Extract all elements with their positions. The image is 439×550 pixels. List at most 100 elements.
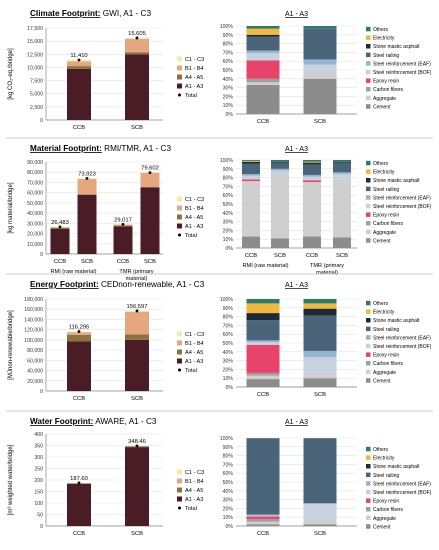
pct-segment-steelreinforcementeaf	[242, 174, 260, 176]
pct-segment-aggregate	[303, 182, 321, 237]
pct-segment-carbonfibers	[246, 78, 280, 83]
legend-swatch	[366, 238, 371, 243]
pct-segment-cement	[333, 237, 351, 248]
y-tick-label: 180,000	[24, 297, 43, 303]
legend-swatch	[177, 214, 182, 220]
legend-label: Carbon fibers	[373, 361, 404, 367]
pct-segment-steelreinforcementeaf	[246, 514, 280, 516]
pct-tick-label: 60%	[223, 471, 234, 477]
category-label: SCB	[274, 253, 286, 259]
pct-segment-cement	[303, 78, 337, 114]
pct-segment-steelrailing	[246, 438, 280, 515]
pct-segment-steelrailing	[333, 162, 351, 173]
right-chart-title: A1 - A3	[285, 11, 308, 18]
legend-label: Steel railing	[373, 327, 399, 333]
total-label: 15,605	[128, 31, 146, 37]
panel-3: Energy Footprint: CEDnon-renewable, A1 -…	[6, 273, 433, 402]
bar-segment-a4-a5	[125, 52, 149, 55]
legend-swatch	[366, 309, 371, 314]
y-tick-label: 30,000	[27, 221, 43, 227]
pct-tick-label: 30%	[223, 86, 234, 92]
legend-swatch	[177, 74, 182, 80]
y-tick-label: 70,000	[27, 180, 43, 186]
pct-tick-label: 50%	[223, 68, 234, 74]
legend-label: Aggregate	[373, 370, 396, 376]
legend-swatch	[366, 472, 371, 478]
pct-segment-steelreinforcementeaf	[303, 59, 337, 65]
legend-label: B1 - B4	[185, 479, 204, 485]
pct-tick-label: 100%	[220, 24, 234, 30]
y-tick-label: 40,000	[27, 369, 43, 375]
bar-segment-a4-a5	[77, 194, 97, 195]
y-tick-label: 10,000	[27, 65, 43, 71]
pct-segment-carbonfibers	[246, 372, 280, 376]
y-tick-label: 20,000	[27, 232, 43, 238]
bar-segment-a1-a3	[67, 341, 91, 391]
total-label: 26,483	[51, 220, 69, 226]
y-tick-label: 200	[34, 478, 43, 484]
pct-segment-steelreinforcementbof	[246, 515, 280, 517]
y-tick-label: 0	[40, 118, 43, 124]
panel-title: Water Footprint: AWARE, A1 - C3	[30, 417, 157, 426]
y-tick-label: 250	[34, 467, 43, 473]
legend-swatch	[366, 203, 371, 209]
pct-tick-label: 80%	[223, 315, 234, 321]
y-tick-label: 20,000	[27, 379, 43, 385]
pct-tick-label: 40%	[223, 489, 234, 495]
bar-segment-a1-a3	[113, 226, 133, 254]
pct-segment-steelreinforcementbof	[333, 174, 351, 180]
legend-swatch	[177, 331, 182, 337]
y-tick-label: 160,000	[24, 307, 43, 313]
pct-segment-aggregate	[246, 82, 280, 85]
legend-swatch	[366, 35, 371, 40]
legend-swatch	[366, 489, 371, 495]
bar-segment-a1-a3	[125, 54, 149, 120]
pct-segment-steelreinforcementbof	[303, 176, 321, 181]
pct-segment-steelrailing	[242, 163, 260, 175]
legend-label: Epoxy resin	[373, 499, 399, 505]
legend-swatch	[366, 369, 371, 375]
pct-segment-steelreinforcementeaf	[271, 168, 289, 171]
pct-tick-label: 60%	[223, 193, 234, 199]
bar-segment-a1-a3	[125, 339, 149, 391]
pct-tick-label: 70%	[223, 184, 234, 190]
y-tick-label: 100,000	[24, 338, 43, 344]
y-tick-label: 50	[37, 513, 43, 519]
pct-segment-aggregate	[242, 181, 260, 237]
group-label: TMR (primary material)	[119, 269, 153, 282]
category-label: SCB	[144, 259, 156, 265]
pct-tick-label: 10%	[223, 515, 234, 521]
pct-segment-cement	[303, 378, 337, 387]
total-label: 73,923	[78, 171, 96, 177]
pct-segment-cement	[303, 236, 321, 248]
legend-swatch	[366, 169, 371, 174]
panel-1: Climate Footprint: GWI, A1 - C3 0 2,500 5,0…	[8, 9, 432, 131]
legend-label: Epoxy resin	[373, 79, 399, 85]
pct-tick-label: 10%	[223, 237, 234, 243]
legend-swatch	[366, 481, 371, 486]
pct-segment-steelreinforcementbof	[303, 64, 337, 74]
legend-label: Total	[185, 93, 197, 99]
legend-label: Cement	[373, 238, 391, 244]
legend-label: C1 - C3	[185, 332, 204, 338]
group-label-line: material)	[126, 276, 148, 282]
group-label-line: TMR (primary	[119, 269, 153, 275]
pct-segment-electricity	[303, 303, 337, 309]
y-tick-label: 5,000	[30, 92, 43, 98]
pct-segment-steelrailing	[303, 28, 337, 60]
pct-segment-electricity	[303, 161, 321, 163]
legend-total-marker	[178, 233, 181, 237]
legend-label: Total	[185, 368, 197, 374]
legend-total-marker	[178, 368, 181, 372]
pct-segment-cement	[246, 524, 280, 526]
legend-swatch	[366, 335, 371, 340]
total-marker	[135, 444, 139, 448]
legend-swatch	[366, 352, 371, 357]
pct-segment-steelreinforcementbof	[242, 175, 260, 180]
pct-segment-aggregate	[303, 519, 337, 525]
panel-title: Material Footprint: RMI/TMR, A1 - C3	[30, 144, 171, 153]
pct-segment-epoxyresin	[246, 516, 280, 519]
pct-segment-steelreinforcementeaf	[246, 50, 280, 54]
total-marker	[85, 177, 89, 180]
pct-tick-label: 50%	[223, 480, 234, 486]
